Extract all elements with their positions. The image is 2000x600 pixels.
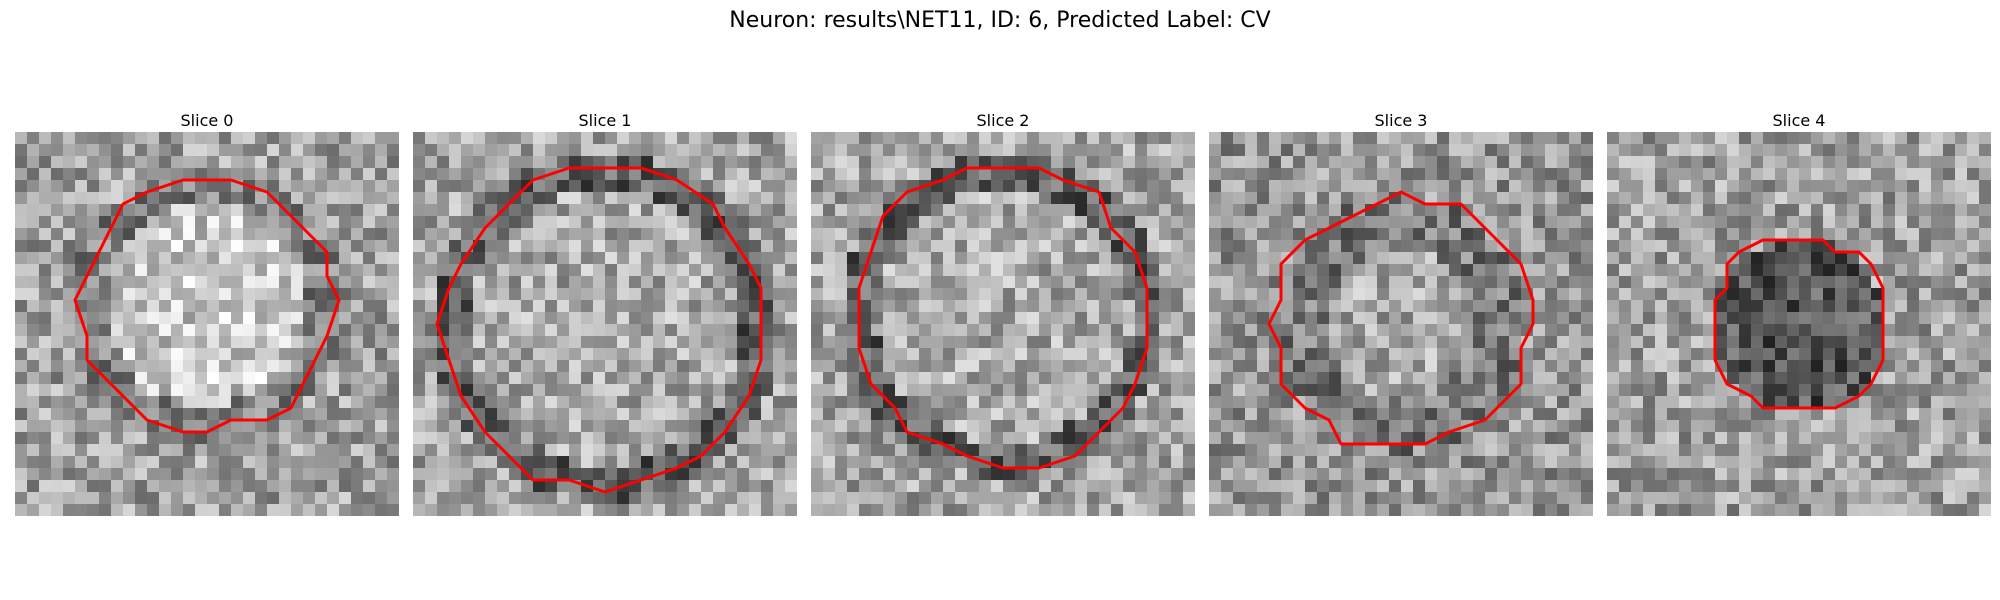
- slice-image: [1209, 132, 1593, 516]
- roi-outline: [857, 166, 1149, 470]
- slice-image: [15, 132, 399, 516]
- slice-title: Slice 1: [578, 111, 632, 130]
- slice-title: Slice 0: [180, 111, 234, 130]
- slice-image: [1607, 132, 1991, 516]
- slice-title: Slice 3: [1374, 111, 1428, 130]
- slice-title: Slice 4: [1772, 111, 1826, 130]
- slice-title: Slice 2: [976, 111, 1030, 130]
- roi-outline: [1267, 190, 1535, 446]
- slice-panel-4: Slice 4: [1607, 110, 1991, 516]
- roi-outline: [435, 166, 763, 494]
- slice-image: [413, 132, 797, 516]
- roi-outline: [73, 178, 341, 434]
- slice-panel-2: Slice 2: [811, 110, 1195, 516]
- roi-outline: [1713, 238, 1885, 410]
- figure-title: Neuron: results\NET11, ID: 6, Predicted …: [729, 8, 1271, 33]
- slice-panel-0: Slice 0: [15, 110, 399, 516]
- slice-panel-3: Slice 3: [1209, 110, 1593, 516]
- slice-panel-1: Slice 1: [413, 110, 797, 516]
- slice-image: [811, 132, 1195, 516]
